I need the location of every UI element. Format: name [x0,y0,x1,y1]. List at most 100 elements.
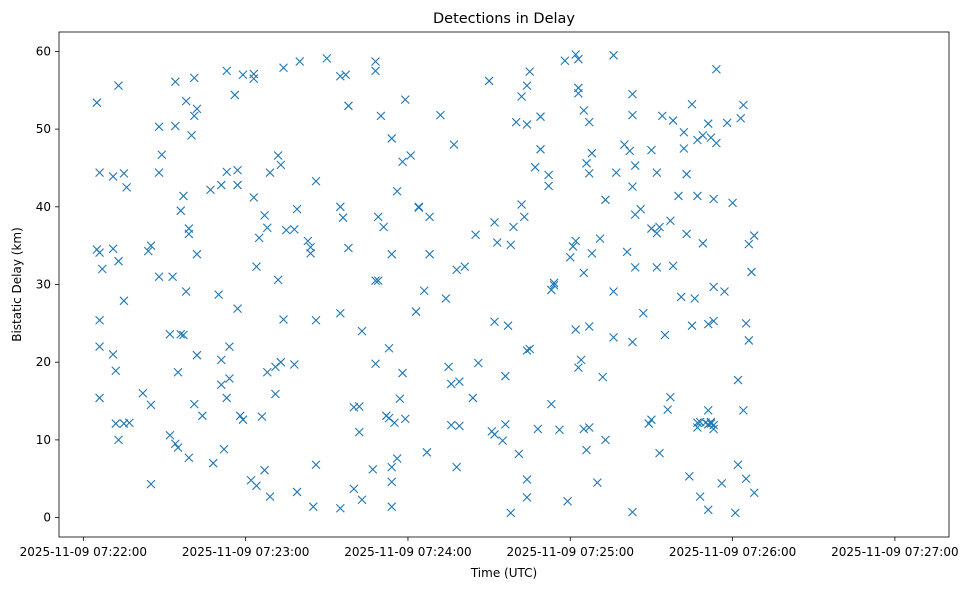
data-point [584,322,594,331]
data-point [387,502,397,512]
data-point [584,423,594,432]
data-point [506,508,516,518]
data-point [446,379,456,389]
data-point [739,100,748,110]
data-point [601,195,610,205]
data-point [143,246,153,256]
data-point [192,249,202,259]
data-point [222,393,232,403]
data-point [584,169,594,178]
data-point [335,71,345,81]
data-point [262,367,272,377]
data-point [114,435,123,445]
data-point [517,200,526,209]
data-point [216,380,226,390]
data-point [674,191,683,201]
y-tick-label: 60 [36,44,51,58]
data-point [720,287,729,296]
data-point [630,263,640,272]
data-point [668,116,678,125]
data-point [311,176,321,186]
data-point [254,233,264,243]
data-point [660,330,670,340]
x-axis-ticks: 2025-11-09 07:22:00 2025-11-09 07:23:00 20… [20,537,959,559]
data-point [657,111,667,121]
data-point [387,134,397,143]
data-point [406,151,416,160]
data-point [216,355,226,365]
y-tick-label: 50 [36,122,51,136]
data-point [682,169,691,179]
y-tick-label: 20 [36,355,51,369]
data-point [111,366,121,376]
data-point [744,336,754,345]
data-point [687,99,697,109]
data-point [679,127,689,137]
data-point [684,472,694,481]
data-point [492,238,502,247]
data-point [711,138,721,148]
data-point [400,414,410,424]
data-point [749,231,759,240]
data-point [571,50,581,59]
data-point [176,329,186,339]
data-point [214,290,223,299]
data-point [574,54,583,64]
data-point [192,350,202,360]
data-point [414,203,424,212]
data-point [344,243,353,253]
data-point [533,424,543,434]
data-point [173,367,183,377]
data-point [252,262,261,272]
data-point [233,180,242,190]
data-point [744,239,754,249]
data-point [444,362,453,372]
data-point [425,212,434,222]
data-point [422,447,432,457]
data-point [376,111,386,121]
data-point [419,286,429,296]
data-point [390,418,399,428]
data-point [335,503,345,513]
data-point [468,393,478,403]
data-point [111,419,121,428]
data-point [717,479,727,488]
data-point [292,204,302,214]
data-point [711,64,721,74]
x-tick-label: 2025-11-09 07:25:00 [507,545,634,559]
data-point [611,168,621,178]
data-point [498,436,508,446]
data-point [655,222,664,232]
data-point [303,236,313,246]
data-point [582,158,591,168]
data-point [219,444,229,454]
data-point [693,423,702,432]
data-point [503,321,513,331]
data-point [741,474,751,484]
x-axis-label: Time (UTC) [470,566,537,580]
data-point [460,262,470,272]
data-point [124,418,134,428]
data-point [398,368,407,378]
data-point [192,104,202,114]
data-point [371,276,380,286]
data-point [703,319,713,329]
data-point [560,56,570,66]
data-point [679,144,689,153]
data-point [709,282,719,292]
x-tick-label: 2025-11-09 07:22:00 [20,545,147,559]
data-point [108,172,118,181]
data-point [170,439,180,449]
data-point [95,393,104,403]
data-point [736,113,746,123]
data-point [525,344,535,354]
data-point [184,453,194,463]
data-point [571,325,581,334]
data-point [157,150,167,160]
data-point [238,415,248,425]
data-point [452,462,462,472]
data-point [398,157,407,167]
data-point [511,117,521,127]
chart-title: Detections in Delay [433,11,575,27]
data-point [619,140,629,150]
